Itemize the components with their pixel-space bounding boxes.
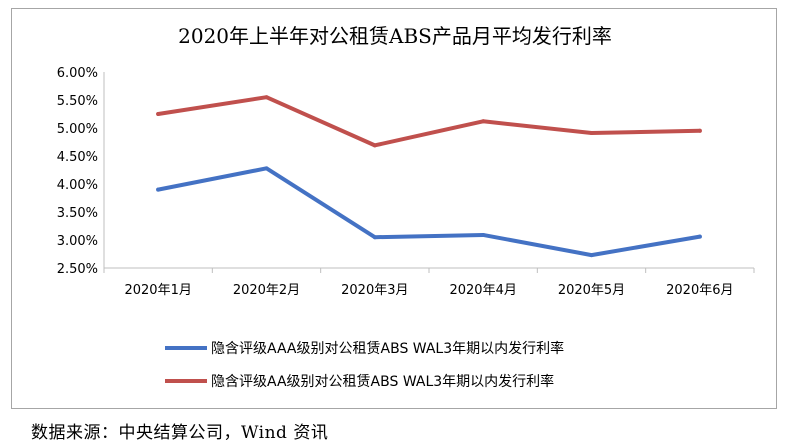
data-point-aaa [156,187,161,192]
y-tick-label: 4.00% [57,178,98,193]
y-tick-label: 3.50% [57,206,98,221]
legend-item-aa: 隐含评级AA级别对公租赁ABS WAL3年期以内发行利率 [165,371,554,391]
x-tick-labels: 2020年1月 2020年2月 2020年3月 2020年4月 2020年5月 2020年… [124,283,733,298]
legend-label-aaa: 隐含评级AAA级别对公租赁ABS WAL3年期以内发行利率 [211,341,565,357]
data-point-aaa [589,253,594,258]
chart-frame [11,8,777,409]
x-tick-label: 2020年1月 [124,283,191,298]
legend-swatch-aaa [165,346,207,350]
x-tick-label: 2020年4月 [449,283,516,298]
chart-title: 2020年上半年对公租赁ABS产品月平均发行利率 [178,24,612,48]
data-point-aaa [264,166,269,171]
series-lines [156,95,702,258]
axes [103,72,755,273]
y-tick-label: 5.00% [57,122,98,137]
data-point-aa [589,131,594,136]
y-tick-label: 3.00% [57,234,98,249]
data-point-aaa [697,234,702,239]
data-point-aa [481,119,486,124]
x-tick-label: 2020年2月 [233,283,300,298]
data-point-aaa [372,235,377,240]
data-point-aa [372,143,377,148]
y-tick-label: 2.50% [57,262,98,277]
legend-label-aa: 隐含评级AA级别对公租赁ABS WAL3年期以内发行利率 [211,374,555,390]
y-tick-label: 6.00% [57,66,98,81]
series-line-aaa [156,166,702,258]
y-tick-label: 5.50% [57,94,98,109]
data-point-aaa [481,232,486,237]
data-point-aa [697,128,702,133]
y-tick-labels: 6.00% 5.50% 5.00% 4.50% 4.00% 3.50% 3.00% 2.50% [57,66,98,277]
data-point-aa [264,95,269,100]
x-tick-label: 2020年5月 [558,283,625,298]
x-tick-label: 2020年3月 [341,283,408,298]
legend-item-aaa: 隐含评级AAA级别对公租赁ABS WAL3年期以内发行利率 [165,338,564,358]
legend-swatch-aa [165,379,207,383]
series-line-aa [156,95,702,148]
data-point-aa [156,112,161,116]
y-tick-label: 4.50% [57,150,98,165]
source-note: 数据来源：中央结算公司，Wind 资讯 [31,423,329,443]
x-tick-label: 2020年6月 [666,283,733,298]
